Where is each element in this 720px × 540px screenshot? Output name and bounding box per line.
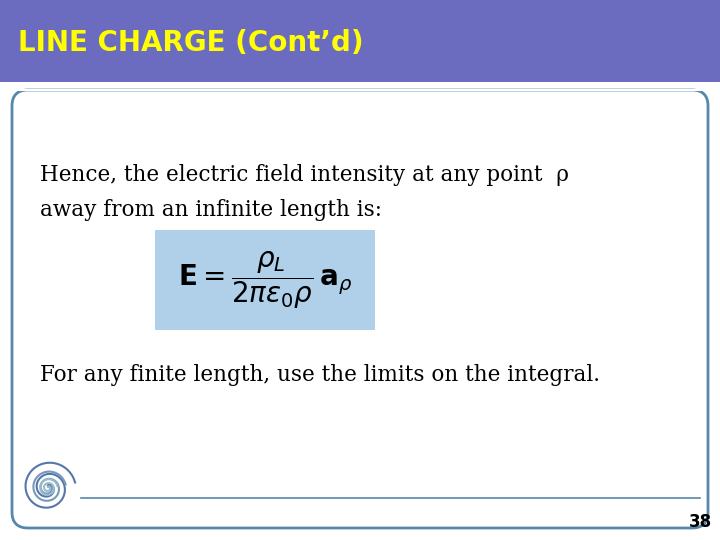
Text: 38: 38 [688, 513, 711, 531]
Text: For any finite length, use the limits on the integral.: For any finite length, use the limits on… [40, 364, 600, 386]
Text: $\mathbf{E} = \dfrac{\rho_L}{2\pi\varepsilon_0\rho}\,\mathbf{a}_\rho$: $\mathbf{E} = \dfrac{\rho_L}{2\pi\vareps… [178, 249, 352, 311]
Bar [155, 230, 375, 330]
Text: away from an infinite length is:: away from an infinite length is: [40, 199, 382, 221]
Text: Hence, the electric field intensity at any point  ρ: Hence, the electric field intensity at a… [40, 164, 569, 186]
FancyBboxPatch shape [12, 90, 708, 528]
Text: LINE CHARGE (Cont’d): LINE CHARGE (Cont’d) [18, 29, 364, 57]
Bar [0, 0, 720, 82]
